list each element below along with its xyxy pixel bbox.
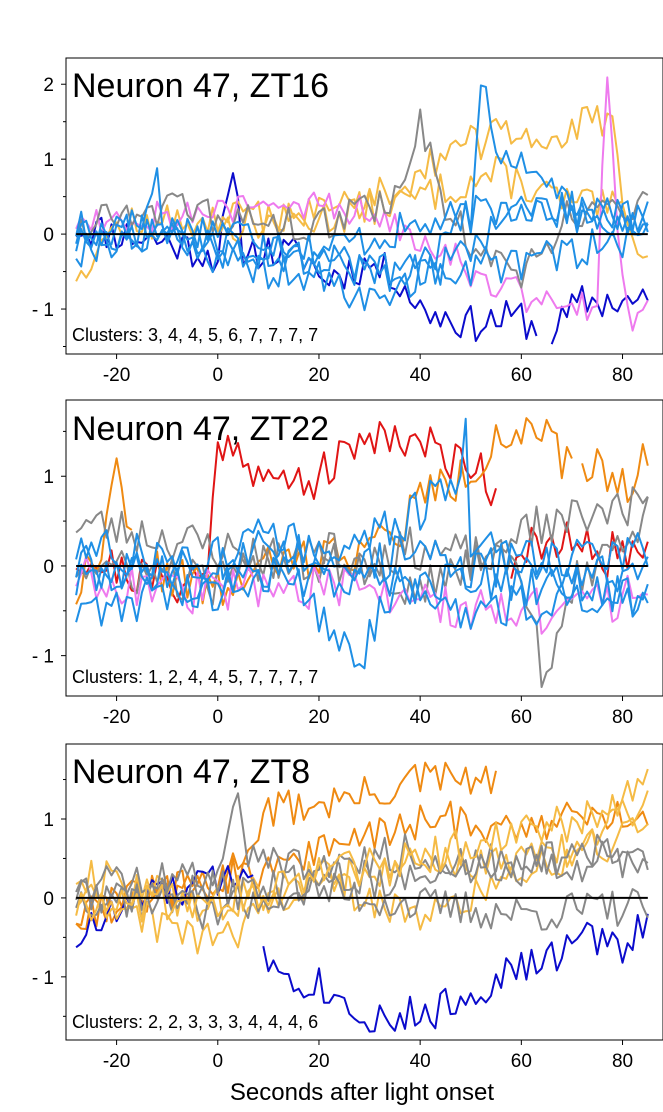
y-tick-label: - 1 bbox=[32, 300, 54, 321]
x-tick-label: -20 bbox=[103, 1051, 130, 1072]
panel-zt22: Neuron 47, ZT22 Clusters: 1, 2, 4, 4, 5,… bbox=[32, 399, 663, 728]
series-line-4 bbox=[75, 76, 649, 332]
x-tick-label: 40 bbox=[410, 365, 431, 386]
x-tick-label: 60 bbox=[511, 707, 532, 728]
series-line-4 bbox=[75, 486, 649, 606]
x-tick-label: 80 bbox=[612, 1051, 633, 1072]
axes-frame bbox=[65, 57, 663, 355]
panel-zt8: Neuron 47, ZT8 Clusters: 2, 2, 3, 3, 3, … bbox=[32, 743, 663, 1072]
axes-frame bbox=[65, 399, 663, 697]
x-tick-label: 20 bbox=[308, 707, 329, 728]
x-tick-label: 0 bbox=[212, 1051, 223, 1072]
cluster-annotation: Clusters: 3, 4, 4, 5, 6, 7, 7, 7, 7 bbox=[72, 325, 318, 345]
panel-zt16: Neuron 47, ZT16 Clusters: 3, 4, 4, 5, 6,… bbox=[32, 57, 663, 386]
y-tick-label: 1 bbox=[43, 467, 54, 488]
series-line-9 bbox=[75, 191, 649, 312]
y-axis: - 1 0 1 bbox=[32, 430, 66, 668]
x-tick-label: 80 bbox=[612, 707, 633, 728]
series-line-9 bbox=[75, 535, 649, 607]
x-tick-label: -20 bbox=[103, 707, 130, 728]
y-tick-label: - 1 bbox=[32, 968, 54, 989]
x-tick-label: 60 bbox=[511, 1051, 532, 1072]
panel-title: Neuron 47, ZT22 bbox=[72, 410, 329, 448]
y-axis: - 1 0 1 bbox=[32, 779, 66, 1017]
x-axis: -20 0 20 40 60 80 bbox=[103, 696, 633, 728]
plot-area-zt8 bbox=[75, 761, 649, 1033]
x-tick-label: 0 bbox=[212, 365, 223, 386]
x-axis: -20 0 20 40 60 80 bbox=[103, 354, 633, 386]
y-tick-label: 0 bbox=[43, 557, 54, 578]
plot-area-zt16 bbox=[75, 76, 649, 345]
cluster-annotation: Clusters: 2, 2, 3, 3, 3, 4, 4, 4, 6 bbox=[72, 1012, 318, 1032]
series-line-6 bbox=[75, 529, 649, 670]
y-tick-label: 1 bbox=[43, 150, 54, 171]
x-tick-label: 80 bbox=[612, 365, 633, 386]
cluster-annotation: Clusters: 1, 2, 4, 4, 5, 7, 7, 7, 7 bbox=[72, 667, 318, 687]
y-tick-label: 2 bbox=[43, 75, 54, 96]
x-tick-label: -20 bbox=[103, 365, 130, 386]
panel-title: Neuron 47, ZT8 bbox=[72, 753, 310, 791]
x-tick-label: 40 bbox=[410, 1051, 431, 1072]
series-line-7 bbox=[75, 417, 649, 581]
x-tick-label: 0 bbox=[212, 707, 223, 728]
panel-title: Neuron 47, ZT16 bbox=[72, 67, 329, 105]
axes-frame bbox=[65, 743, 663, 1041]
x-axis: -20 0 20 40 60 80 bbox=[103, 1040, 633, 1072]
y-tick-label: 0 bbox=[43, 889, 54, 910]
series-line-2 bbox=[75, 800, 649, 927]
x-tick-label: 20 bbox=[308, 365, 329, 386]
x-tick-label: 40 bbox=[410, 707, 431, 728]
y-tick-label: 1 bbox=[43, 810, 54, 831]
series-line-6 bbox=[75, 84, 649, 292]
x-tick-label: 60 bbox=[511, 365, 532, 386]
plot-area-zt22 bbox=[75, 417, 649, 688]
y-tick-label: 0 bbox=[43, 225, 54, 246]
y-tick-label: - 1 bbox=[32, 647, 54, 668]
series-line-9 bbox=[75, 790, 649, 923]
y-axis: - 1 0 1 2 bbox=[32, 75, 66, 348]
series-line-7 bbox=[75, 869, 649, 931]
series-line-6 bbox=[75, 792, 649, 902]
x-tick-label: 20 bbox=[308, 1051, 329, 1072]
x-axis-label: Seconds after light onset bbox=[230, 1079, 494, 1106]
